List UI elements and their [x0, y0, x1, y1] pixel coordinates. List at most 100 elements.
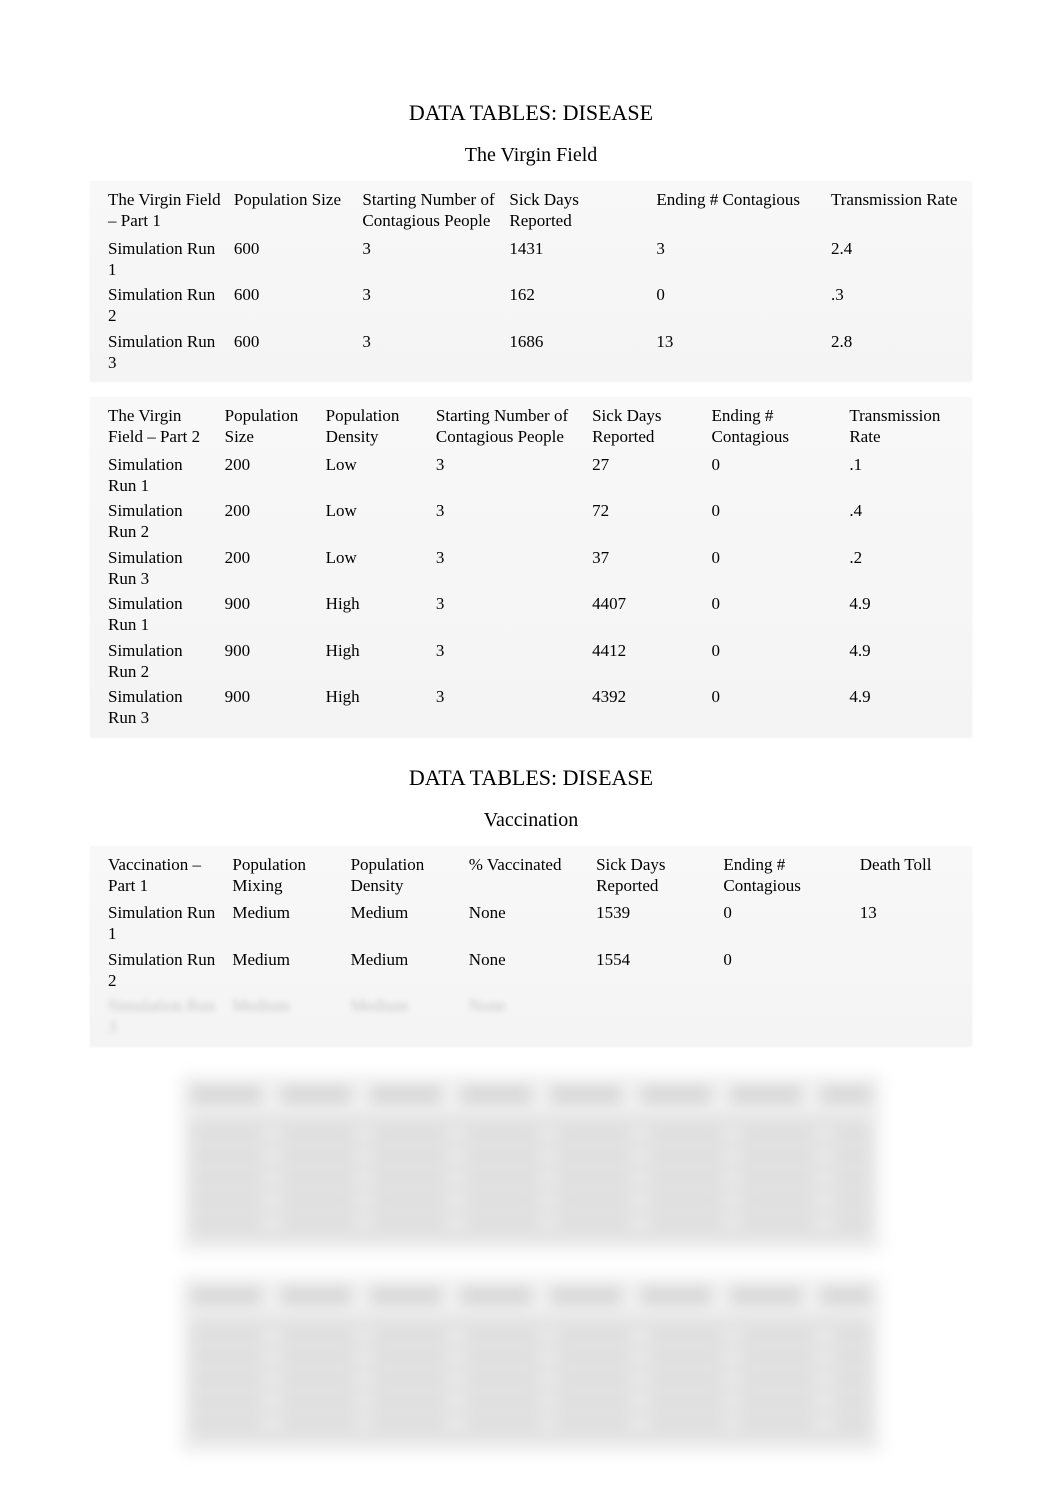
- cell: 3: [430, 545, 586, 592]
- cell: 0: [717, 900, 853, 947]
- table-row: Simulation Run 2MediumMediumNone15540: [90, 947, 972, 994]
- cell: 162: [503, 282, 650, 329]
- cell: Simulation Run 1: [90, 236, 228, 283]
- col-header: The Virgin Field – Part 2: [90, 397, 219, 452]
- cell: 900: [219, 638, 320, 685]
- table-virgin-field-part1: The Virgin Field – Part 1 Population Siz…: [90, 181, 972, 381]
- cell: 0: [717, 947, 853, 994]
- col-header: Population Size: [228, 181, 357, 236]
- cell: 4392: [586, 684, 705, 737]
- cell: 3: [430, 498, 586, 545]
- cell: Simulation Run 3: [90, 329, 228, 382]
- col-header: Sick Days Reported: [586, 397, 705, 452]
- cell: 2.8: [825, 329, 972, 382]
- cell: None: [463, 947, 590, 994]
- cell: 37: [586, 545, 705, 592]
- cell: 3: [430, 591, 586, 638]
- table-header-row: The Virgin Field – Part 2 Population Siz…: [90, 397, 972, 452]
- col-header: Vaccination – Part 1: [90, 846, 226, 901]
- cell: 0: [650, 282, 825, 329]
- cell: 4.9: [843, 684, 972, 737]
- cell: 13: [854, 900, 972, 947]
- cell: Medium: [226, 900, 344, 947]
- cell: Low: [320, 498, 430, 545]
- col-header: The Virgin Field – Part 1: [90, 181, 228, 236]
- cell: 4412: [586, 638, 705, 685]
- cell: .2: [843, 545, 972, 592]
- cell: Simulation Run 2: [90, 282, 228, 329]
- table-row: Simulation Run 260031620.3: [90, 282, 972, 329]
- cell: 600: [228, 329, 357, 382]
- blurred-table-1: [181, 1076, 881, 1251]
- cell: 72: [586, 498, 705, 545]
- table-vaccination-part1: Vaccination – Part 1 Population Mixing P…: [90, 846, 972, 1046]
- cell: High: [320, 638, 430, 685]
- cell: .4: [843, 498, 972, 545]
- col-header: Transmission Rate: [843, 397, 972, 452]
- section1-subtitle: The Virgin Field: [90, 144, 972, 167]
- cell: Medium: [345, 993, 463, 1046]
- cell: 3: [430, 452, 586, 499]
- cell: [717, 993, 853, 1046]
- cell: 0: [706, 638, 844, 685]
- col-header: Ending # Contagious: [717, 846, 853, 901]
- cell: 200: [219, 545, 320, 592]
- cell: [854, 947, 972, 994]
- cell: 0: [706, 545, 844, 592]
- cell: 200: [219, 452, 320, 499]
- cell: Medium: [345, 947, 463, 994]
- cell: 3: [356, 282, 503, 329]
- cell: 0: [706, 452, 844, 499]
- section2-title: DATA TABLES: DISEASE: [90, 765, 972, 791]
- cell: 600: [228, 236, 357, 283]
- cell: Simulation Run 1: [90, 452, 219, 499]
- cell: 1554: [590, 947, 717, 994]
- table-row: Simulation Run 360031686132.8: [90, 329, 972, 382]
- cell: High: [320, 684, 430, 737]
- table-virgin-field-part2: The Virgin Field – Part 2 Population Siz…: [90, 397, 972, 737]
- cell: 900: [219, 591, 320, 638]
- cell: 4.9: [843, 638, 972, 685]
- cell: 0: [706, 591, 844, 638]
- cell: 3: [430, 638, 586, 685]
- cell: .1: [843, 452, 972, 499]
- col-header: Ending # Contagious: [650, 181, 825, 236]
- cell: 4407: [586, 591, 705, 638]
- table-header-row: The Virgin Field – Part 1 Population Siz…: [90, 181, 972, 236]
- cell: 0: [706, 684, 844, 737]
- cell: 3: [650, 236, 825, 283]
- cell: None: [463, 993, 590, 1046]
- cell: 13: [650, 329, 825, 382]
- col-header: Sick Days Reported: [590, 846, 717, 901]
- table-row: Simulation Run 2200Low3720.4: [90, 498, 972, 545]
- table-row: Simulation Run 3900High3439204.9: [90, 684, 972, 737]
- cell: 600: [228, 282, 357, 329]
- cell: Simulation Run 2: [90, 638, 219, 685]
- cell: 4.9: [843, 591, 972, 638]
- section1-title: DATA TABLES: DISEASE: [90, 100, 972, 126]
- cell: Simulation Run 1: [90, 591, 219, 638]
- cell: Medium: [226, 993, 344, 1046]
- cell: 900: [219, 684, 320, 737]
- cell: Simulation Run 2: [90, 947, 226, 994]
- cell: Medium: [226, 947, 344, 994]
- cell: 1686: [503, 329, 650, 382]
- col-header: Death Toll: [854, 846, 972, 901]
- col-header: % Vaccinated: [463, 846, 590, 901]
- col-header: Population Mixing: [226, 846, 344, 901]
- cell: [590, 993, 717, 1046]
- table-row: Simulation Run 1MediumMediumNone1539013: [90, 900, 972, 947]
- col-header: Sick Days Reported: [503, 181, 650, 236]
- table-row: Simulation Run 2900High3441204.9: [90, 638, 972, 685]
- col-header: Ending # Contagious: [706, 397, 844, 452]
- col-header: Population Size: [219, 397, 320, 452]
- table-row: Simulation Run 16003143132.4: [90, 236, 972, 283]
- cell: Medium: [345, 900, 463, 947]
- table-header-row: Vaccination – Part 1 Population Mixing P…: [90, 846, 972, 901]
- cell: 3: [430, 684, 586, 737]
- cell: 1431: [503, 236, 650, 283]
- table-row: Simulation Run 1900High3440704.9: [90, 591, 972, 638]
- col-header: Transmission Rate: [825, 181, 972, 236]
- cell: Low: [320, 452, 430, 499]
- col-header: Starting Number of Contagious People: [356, 181, 503, 236]
